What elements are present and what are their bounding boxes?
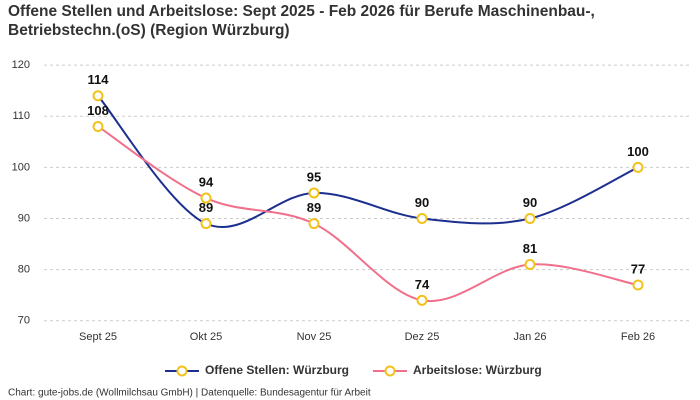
chart-title: Betriebstechn.(oS) (Region Würzburg) [8, 22, 290, 39]
data-label: 100 [627, 144, 649, 159]
series-line [97, 95, 639, 229]
data-label: 89 [199, 200, 213, 215]
data-label: 81 [523, 241, 537, 256]
marker [200, 218, 212, 230]
marker [416, 294, 428, 306]
marker [632, 279, 644, 291]
y-tick-label: 120 [12, 59, 30, 71]
data-label: 89 [307, 200, 321, 215]
marker [416, 213, 428, 225]
data-label: 95 [307, 169, 321, 184]
y-tick-label: 80 [18, 264, 30, 276]
y-tick-label: 110 [12, 110, 30, 122]
chart-title: Offene Stellen und Arbeitslose: Sept 202… [8, 3, 595, 20]
x-tick-label: Okt 25 [190, 331, 222, 343]
marker [524, 259, 536, 271]
x-tick-label: Nov 25 [297, 331, 332, 343]
source: Chart: gute-jobs.de (Wollmilchsau GmbH) … [8, 388, 371, 399]
y-tick-label: 100 [12, 161, 30, 173]
marker [308, 187, 320, 199]
x-tick-label: Dez 25 [405, 331, 440, 343]
data-label: 94 [199, 174, 214, 189]
data-label: 90 [415, 195, 429, 210]
x-tick-label: Jan 26 [513, 331, 546, 343]
marker [308, 218, 320, 230]
legend-marker [384, 365, 396, 377]
legend-label: Arbeitslose: Würzburg [413, 363, 542, 377]
y-tick-label: 70 [18, 315, 30, 327]
marker [632, 161, 644, 173]
data-label: 90 [523, 195, 537, 210]
data-label: 74 [415, 277, 430, 292]
series-line [97, 125, 639, 303]
x-tick-label: Sept 25 [79, 331, 117, 343]
legend-label: Offene Stellen: Würzburg [205, 363, 349, 377]
marker [92, 90, 104, 102]
x-tick-label: Feb 26 [621, 331, 655, 343]
y-tick-label: 90 [18, 212, 30, 224]
marker [524, 213, 536, 225]
data-label: 108 [87, 103, 109, 118]
legend-marker [176, 365, 188, 377]
data-label: 77 [631, 261, 645, 276]
data-label: 114 [88, 72, 110, 87]
marker [92, 120, 104, 132]
marker [200, 192, 212, 204]
